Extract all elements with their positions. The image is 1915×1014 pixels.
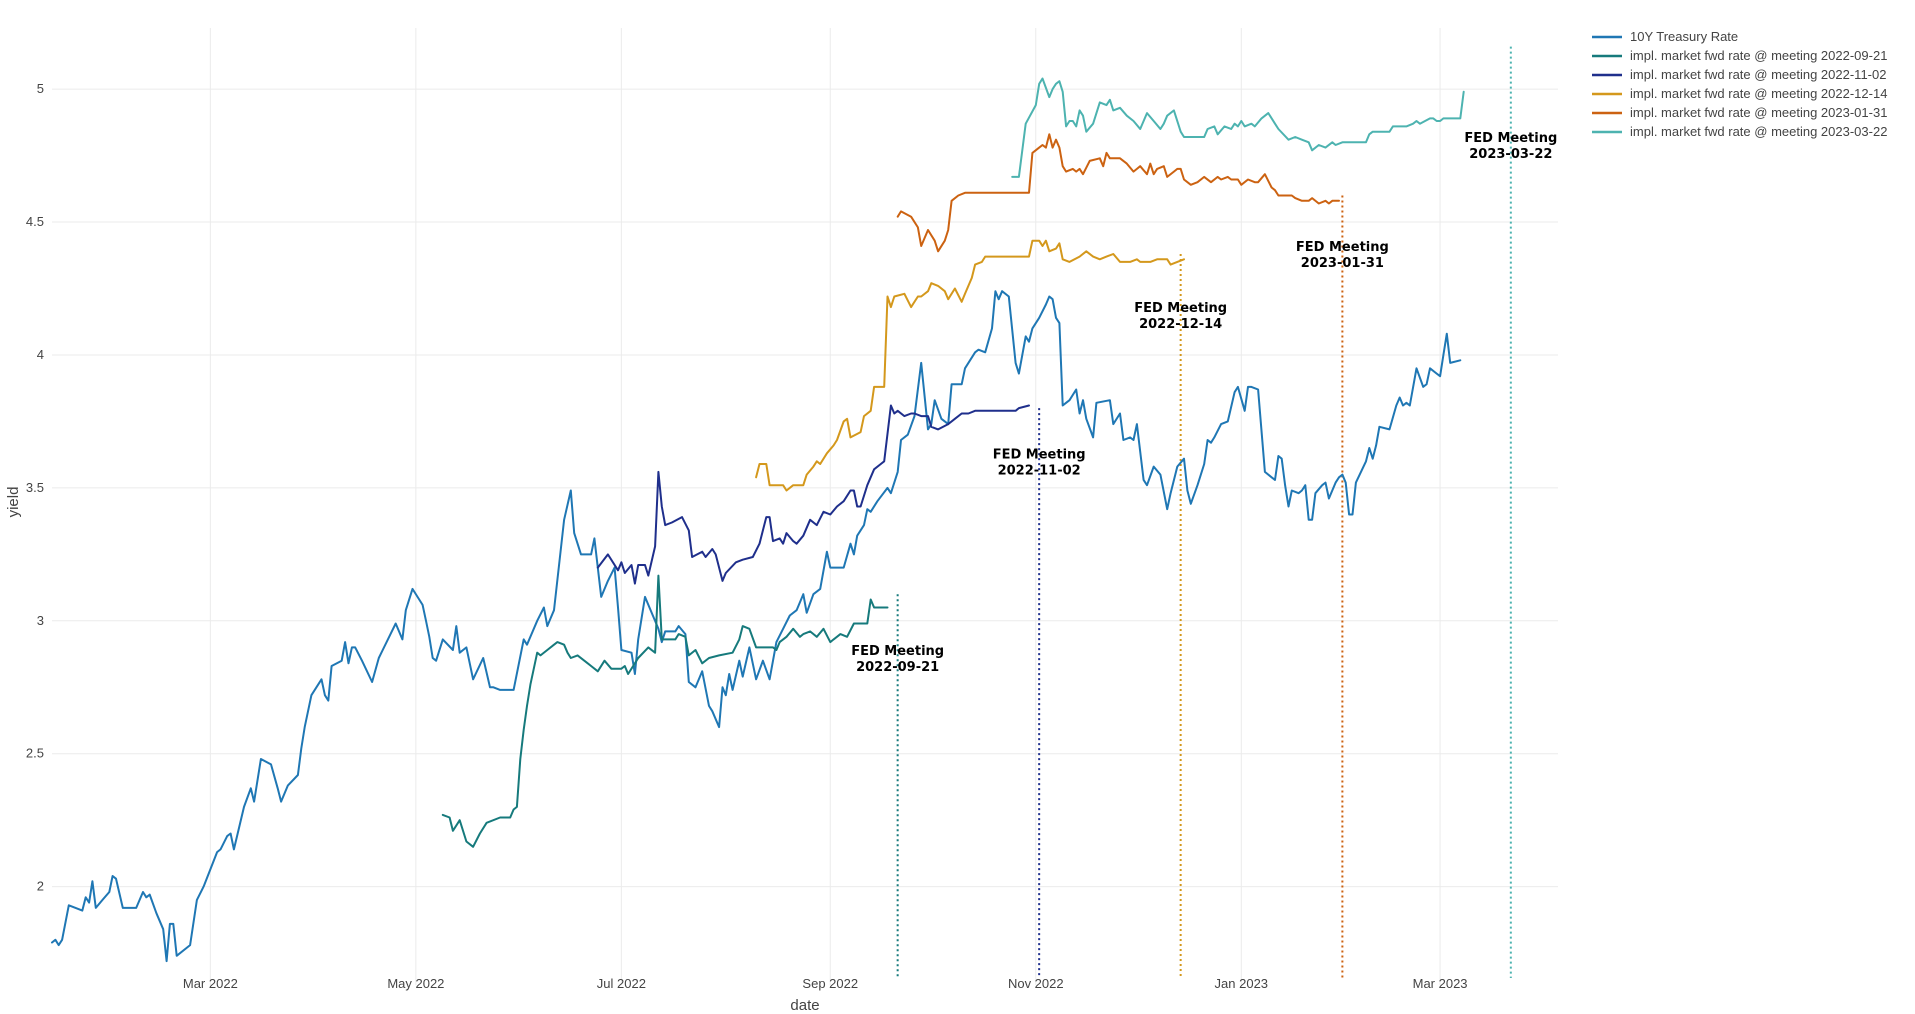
y-axis-ticks: 2 2.5 3 3.5 4 4.5 5 [26, 81, 44, 894]
legend-item-label: impl. market fwd rate @ meeting 2022-09-… [1630, 48, 1887, 63]
x-axis-ticks: Mar 2022 May 2022 Jul 2022 Sep 2022 Nov 2022… [183, 976, 1468, 991]
legend-item-label: impl. market fwd rate @ meeting 2022-12-… [1630, 86, 1887, 101]
y-tick-label: 4 [37, 347, 44, 362]
fed-meeting-label: FED Meeting [1296, 240, 1389, 255]
y-tick-label: 4.5 [26, 214, 44, 229]
y-tick-label: 2 [37, 879, 44, 894]
fed-meeting-date: 2022-12-14 [1139, 317, 1222, 332]
legend: 10Y Treasury Rate impl. market fwd rate @… [1592, 29, 1887, 139]
fed-meeting-date: 2022-09-21 [856, 660, 939, 675]
y-tick-label: 5 [37, 81, 44, 96]
fed-meeting-date: 2023-03-22 [1469, 147, 1552, 162]
fed-meeting-label: FED Meeting [993, 447, 1086, 462]
x-tick-label: Jan 2023 [1215, 976, 1269, 991]
legend-item-label: impl. market fwd rate @ meeting 2023-01-… [1630, 105, 1887, 120]
series-line [755, 239, 1185, 492]
series-line [51, 290, 1462, 963]
x-tick-label: Nov 2022 [1008, 976, 1064, 991]
x-tick-label: Mar 2022 [183, 976, 238, 991]
x-tick-label: Jul 2022 [597, 976, 646, 991]
fed-meeting-label: FED Meeting [1134, 301, 1227, 316]
legend-item-label: impl. market fwd rate @ meeting 2022-11-… [1630, 67, 1886, 82]
series-line [896, 133, 1340, 253]
fed-meeting-label: FED Meeting [1464, 131, 1557, 146]
gridlines [52, 28, 1558, 985]
series-line [441, 574, 889, 848]
x-tick-label: Sep 2022 [802, 976, 858, 991]
y-tick-label: 2.5 [26, 746, 44, 761]
y-tick-label: 3 [37, 613, 44, 628]
fed-meeting-date: 2023-01-31 [1301, 256, 1384, 271]
y-tick-label: 3.5 [26, 480, 44, 495]
legend-item-label: 10Y Treasury Rate [1630, 29, 1738, 44]
series-lines [51, 77, 1465, 963]
x-tick-label: May 2022 [387, 976, 444, 991]
fed-meeting-label: FED Meeting [851, 644, 944, 659]
series-line [1011, 77, 1465, 178]
fed-meeting-lines [896, 46, 1512, 978]
series-line [596, 404, 1030, 585]
x-axis-title: date [790, 997, 819, 1014]
y-axis-title: yield [5, 487, 22, 518]
legend-item-label: impl. market fwd rate @ meeting 2023-03-… [1630, 124, 1887, 139]
fed-meeting-date: 2022-11-02 [998, 463, 1081, 478]
x-tick-label: Mar 2023 [1413, 976, 1468, 991]
